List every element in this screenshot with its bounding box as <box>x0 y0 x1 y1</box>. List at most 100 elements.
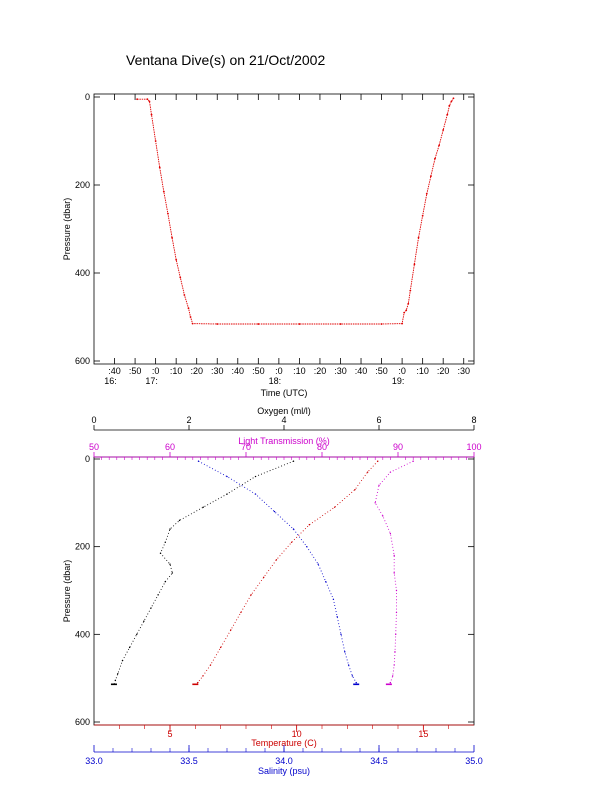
salinity-point <box>325 581 327 583</box>
pressure-point <box>450 100 453 103</box>
oxygen-point <box>159 552 162 554</box>
temperature-point <box>250 594 252 596</box>
x-tick-label: :20 <box>314 366 327 376</box>
pressure-point <box>154 140 157 142</box>
temperature-point <box>333 506 336 508</box>
y-tick-label: 0 <box>85 454 90 464</box>
pressure-point <box>158 166 161 169</box>
oxygen-point <box>121 659 124 662</box>
light-axis-label: Light Transmission (%) <box>238 436 330 446</box>
y-tick-label: 600 <box>75 717 90 727</box>
pressure-point <box>421 214 424 217</box>
x-tick-label: :30 <box>211 366 224 376</box>
oxygen-point <box>169 563 171 565</box>
plot-frame <box>93 456 475 726</box>
salinity-point <box>254 493 257 495</box>
oxygen-tick-label: 0 <box>91 415 96 425</box>
salinity-point <box>197 460 200 462</box>
oxygen-point <box>136 633 138 636</box>
salinity-point <box>292 528 295 530</box>
pressure-point <box>298 323 301 325</box>
light_transmission-point <box>395 611 398 614</box>
pressure-time-chart: 0 200 400 600:40:50:0:10:20:30:40:50:0:10:2… <box>62 92 475 398</box>
x-tick-label: :50 <box>375 366 388 376</box>
pressure-point <box>417 236 420 239</box>
salinity-point <box>340 633 342 636</box>
salinity-tick-label: 35.0 <box>465 756 483 766</box>
x-tick-label: :30 <box>457 366 470 376</box>
x-tick-label: :10 <box>170 366 183 376</box>
pressure-point <box>189 316 192 318</box>
pressure-point <box>183 294 186 296</box>
pressure-point <box>187 307 190 310</box>
pressure-point <box>167 212 169 215</box>
pressure-point <box>380 323 383 325</box>
pressure-point <box>452 97 455 100</box>
oxygen-point <box>164 581 166 583</box>
salinity-point <box>351 675 354 677</box>
temperature-point <box>377 460 379 462</box>
pressure-point <box>150 113 153 116</box>
y-tick-label: 400 <box>75 629 90 639</box>
oxygen-point <box>150 607 152 609</box>
pressure-point <box>175 258 178 261</box>
temperature-profile <box>195 460 379 685</box>
temperature-point <box>263 576 265 579</box>
oxygen-point <box>157 594 159 596</box>
pressure-point <box>403 311 406 314</box>
x-tick-label: :50 <box>129 366 142 376</box>
light-tick-label: 60 <box>165 442 175 452</box>
oxygen-tick-label: 8 <box>471 415 476 425</box>
x-tick-label: :10 <box>293 366 306 376</box>
salinity-point <box>332 598 335 600</box>
light_transmission-point <box>393 554 395 557</box>
pressure-point <box>401 322 404 325</box>
temperature-point <box>308 524 311 526</box>
salinity-tick-label: 33.0 <box>85 756 103 766</box>
pressure-point <box>216 323 219 325</box>
pressure-point <box>425 192 428 195</box>
light_transmission-point <box>389 681 392 684</box>
salinity-point <box>306 545 308 548</box>
oxygen-tick-label: 6 <box>376 415 381 425</box>
light-tick-label: 50 <box>89 442 99 452</box>
oxygen-point <box>169 528 171 530</box>
pressure-point <box>162 190 165 193</box>
x-tick-label: :20 <box>437 366 450 376</box>
oxygen-axis-label: Oxygen (ml/l) <box>257 406 311 416</box>
pressure-point <box>179 276 182 279</box>
temperature-tick-label: 10 <box>292 729 302 739</box>
salinity-point <box>355 681 357 684</box>
pressure-point <box>339 323 342 325</box>
x-tick-label: :20 <box>190 366 203 376</box>
pressure-point <box>405 309 408 312</box>
pressure-point <box>407 302 410 305</box>
oxygen-tick-label: 2 <box>186 415 191 425</box>
temperature-axis-label: Temperature (C) <box>251 738 317 748</box>
light-tick-label: 70 <box>241 442 251 452</box>
salinity-point <box>273 510 276 513</box>
light-tick-label: 80 <box>317 442 327 452</box>
temperature-tick-label: 15 <box>418 729 428 739</box>
oxygen-point <box>292 460 295 462</box>
light_transmission-point <box>378 484 380 486</box>
x-axis-label: Time (UTC) <box>261 388 308 398</box>
light_transmission-point <box>393 664 395 666</box>
pressure-point <box>409 289 412 292</box>
x-tick-label: :0 <box>275 366 283 376</box>
profile-chart: 0 200 400 600 Pressure (dbar) 0 2 4 6 8 Oxygen (ml… <box>62 406 483 776</box>
temperature-point <box>366 471 369 473</box>
temperature-point <box>197 681 199 684</box>
light_transmission-point <box>394 651 396 653</box>
oxygen-point <box>202 506 204 508</box>
light_transmission-point <box>393 572 395 574</box>
light_transmission-point <box>412 460 414 462</box>
oxygen-point <box>254 475 257 478</box>
temperature-point <box>290 541 293 543</box>
x-hour-label: 16: <box>104 376 117 386</box>
pressure-point <box>434 157 436 160</box>
pressure-point <box>442 129 445 131</box>
pressure-trace <box>137 98 454 325</box>
x-tick-label: :40 <box>355 366 368 376</box>
salinity-point <box>336 616 338 618</box>
